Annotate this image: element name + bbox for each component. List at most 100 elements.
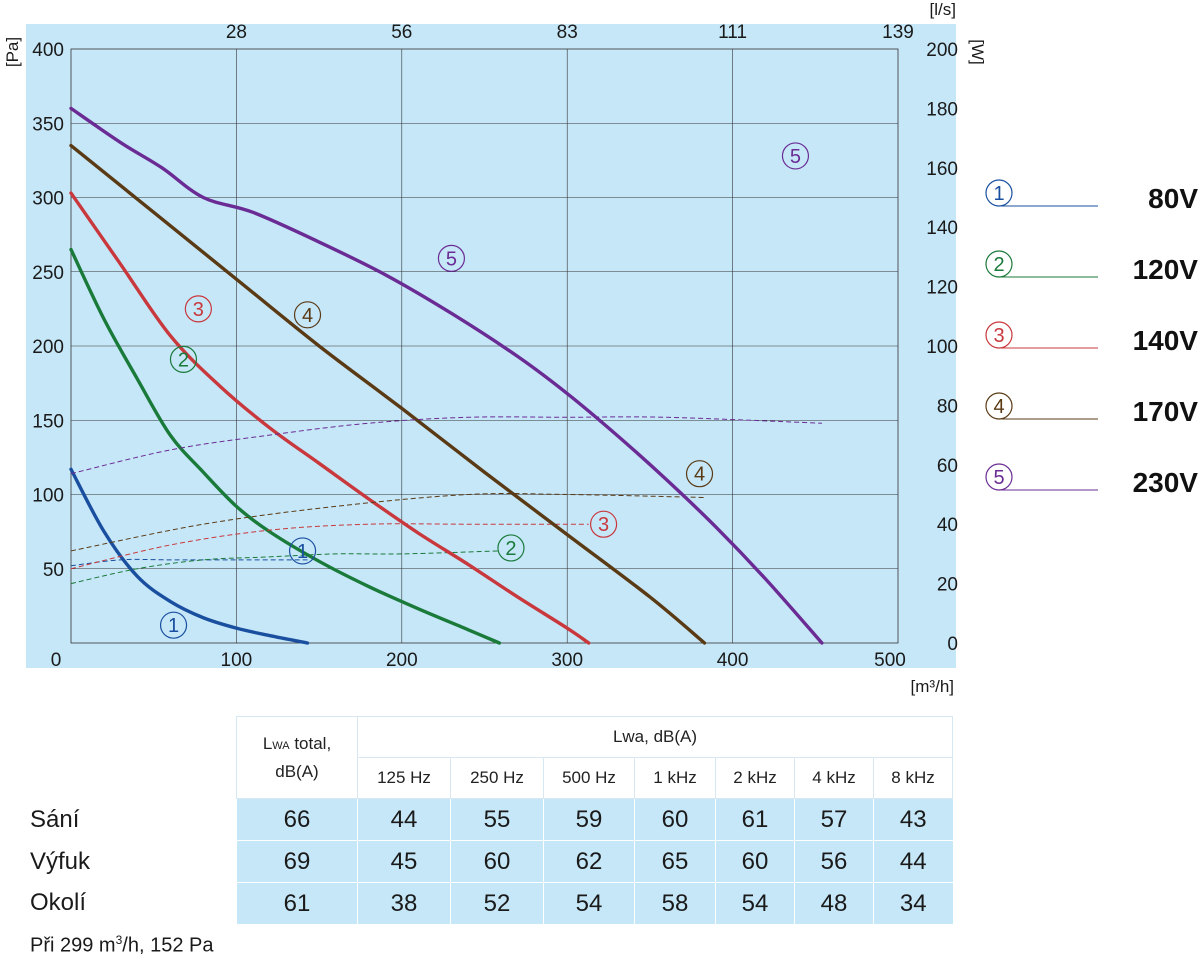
power-curve-1 (70, 558, 308, 567)
legend-marker-5: 5 (985, 463, 1013, 491)
power-curve-marker-4-ring (685, 460, 714, 488)
y-tick-label: 200 (32, 337, 64, 358)
noise-note-text: Při 299 m (30, 934, 116, 957)
legend-marker-3-number: 3 (993, 325, 1004, 347)
y2-tick-label: 60 (937, 456, 958, 477)
power-curve-marker-2: 2 (497, 534, 525, 562)
y2-tick-label: 0 (947, 634, 958, 655)
noise-band-value: 60 (450, 840, 544, 883)
y2-tick-label: 20 (937, 575, 958, 596)
y-tick-label: 350 (32, 114, 64, 135)
noise-total-value: 66 (236, 798, 358, 841)
x-tick-label: 200 (386, 650, 418, 671)
y2-tick-label: 120 (926, 278, 958, 299)
power-curve-2 (70, 550, 500, 585)
noise-band-value: 44 (357, 798, 451, 841)
pressure-curve-marker-2-ring (169, 345, 198, 373)
noise-band-value: 45 (357, 840, 451, 883)
band-header: 1 kHz (634, 757, 716, 799)
power-curve-marker-4-number: 4 (694, 464, 705, 486)
noise-band-value: 56 (794, 840, 874, 883)
band-header: 4 kHz (794, 757, 874, 799)
pressure-curve-marker-3-ring (184, 295, 212, 323)
power-curve-marker-5-ring (781, 142, 810, 170)
y2-tick-label: 140 (926, 218, 958, 239)
power-curve-marker-2-number: 2 (505, 538, 516, 560)
noise-table-header-row: LWA total, dB(A) Lwa, dB(A) (18, 716, 953, 799)
noise-note-sup: 3 (115, 933, 123, 947)
grid-lines (70, 48, 899, 644)
noise-note-text-end: /h, 152 Pa (122, 934, 214, 957)
x-tick-label: 400 (717, 650, 749, 671)
y-tick-label: 50 (43, 560, 64, 581)
legend-marker-2: 2 (985, 250, 1013, 278)
noise-row: Sání 66 44 55 59 60 61 57 43 (18, 798, 953, 841)
legend-marker-1: 1 (985, 179, 1013, 207)
x2-tick-label: 56 (391, 22, 412, 43)
lwa-total-header-unit: dB(A) (275, 761, 319, 781)
pressure-curve-4 (69, 143, 707, 645)
pressure-curve-marker-4-ring (293, 301, 322, 329)
noise-band-value: 48 (794, 882, 874, 924)
legend-label-2: 120V (1133, 254, 1199, 285)
noise-band-value: 38 (357, 882, 451, 924)
y-axis-unit: [Pa] (3, 37, 22, 67)
pressure-curve-marker-3-number: 3 (193, 299, 204, 321)
power-curve-marker-5-number: 5 (790, 146, 801, 168)
fan-performance-chart: 0 100 200 300 400 500[m³/h]28 56 83 111 139[l/s]5… (3, 0, 1199, 696)
y2-tick-label: 200 (926, 40, 958, 61)
power-curve-3 (70, 523, 589, 570)
axis-ticks: 0 100 200 300 400 500[m³/h]28 56 83 111 139[l/s]5… (3, 0, 987, 696)
noise-band-value: 59 (543, 798, 635, 841)
power-curve-marker-3-number: 3 (598, 514, 609, 536)
noise-band-value: 43 (873, 798, 953, 841)
noise-band-value: 44 (873, 840, 953, 883)
noise-band-value: 52 (450, 882, 544, 924)
power-curve-marker-1-ring (288, 537, 317, 565)
lwa-group-header: Lwa, dB(A) (357, 716, 953, 758)
x-tick-label: 0 (51, 650, 62, 671)
noise-band-value: 54 (715, 882, 795, 924)
y-tick-label: 100 (32, 486, 64, 507)
power-curve-marker-5: 5 (781, 142, 810, 170)
noise-total-value: 61 (236, 882, 358, 924)
noise-total-value: 69 (236, 840, 358, 883)
pressure-curve-marker-1-number: 1 (168, 615, 179, 637)
noise-band-value: 54 (543, 882, 635, 924)
y-tick-label: 400 (32, 40, 64, 61)
y2-tick-label: 40 (937, 515, 958, 536)
x-axis-unit: [m³/h] (911, 677, 954, 696)
noise-row: Okolí 61 38 52 54 58 54 48 34 (18, 882, 953, 924)
y-tick-label: 250 (32, 263, 64, 284)
series-layer (69, 106, 824, 645)
x2-tick-label: 28 (226, 22, 247, 43)
pressure-curve-marker-5: 5 (437, 244, 466, 272)
pressure-curve-marker-4: 4 (293, 301, 322, 329)
legend-marker-4: 4 (985, 392, 1013, 420)
y2-axis-unit: [W] (968, 39, 987, 65)
noise-table-bands-row: 125 Hz 250 Hz 500 Hz 1 kHz 2 kHz 4 kHz 8 kHz (18, 757, 953, 799)
power-curve-marker-3-ring (589, 510, 618, 538)
noise-band-value: 34 (873, 882, 953, 924)
lwa-total-header-total: total, (289, 733, 332, 753)
noise-row: Výfuk 69 45 60 62 65 60 56 44 (18, 840, 953, 883)
noise-band-value: 62 (543, 840, 635, 883)
x-tick-label: 500 (874, 650, 906, 671)
noise-table: LWA total, dB(A) Lwa, dB(A) 125 Hz 250 Hz… (18, 716, 953, 924)
y2-tick-label: 180 (926, 99, 958, 120)
y2-tick-label: 160 (926, 159, 958, 180)
power-curve-4 (70, 493, 705, 552)
pressure-curve-marker-2: 2 (169, 345, 198, 373)
power-curve-marker-4: 4 (685, 460, 714, 488)
power-curve-5 (70, 416, 822, 475)
curve-markers: 1 1 2 2 3 3 4 4 5 5 (159, 142, 810, 639)
noise-band-value: 60 (634, 798, 716, 841)
lwa-total-header-sub: WA (272, 739, 290, 752)
legend-marker-4-number: 4 (993, 396, 1004, 418)
noise-row-label: Sání (18, 798, 237, 841)
pressure-curve-marker-2-number: 2 (178, 349, 189, 371)
band-header: 250 Hz (450, 757, 544, 799)
lwa-total-header: LWA total, dB(A) (236, 716, 358, 799)
noise-band-value: 55 (450, 798, 544, 841)
power-curve-marker-1: 1 (288, 537, 317, 565)
